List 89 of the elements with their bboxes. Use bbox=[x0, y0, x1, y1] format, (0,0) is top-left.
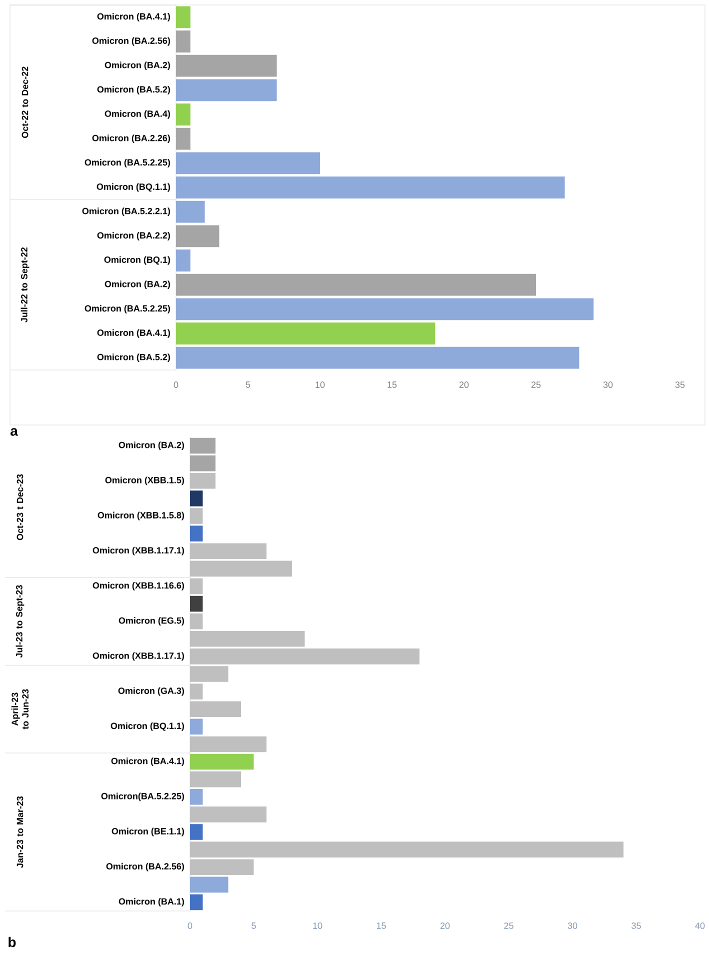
y-tick-label: Omicron (BA.2.56) bbox=[106, 862, 184, 872]
x-tick-label: 35 bbox=[675, 382, 685, 388]
y-tick-label: Omicron (BA.2.26) bbox=[92, 134, 170, 144]
y-tick-label: Omicron (BA.5.2) bbox=[97, 354, 170, 362]
bar bbox=[176, 6, 190, 28]
y-tick-label: Omicron(BA.5.2.25) bbox=[101, 792, 184, 802]
y-tick-label: Omicron (BA.4.1) bbox=[97, 12, 170, 22]
y-tick-label: Omicron (BE.1.1) bbox=[112, 828, 184, 836]
y-tick-label: Omicron (XBB.1.17.1) bbox=[92, 652, 184, 661]
bar bbox=[176, 104, 190, 126]
bar bbox=[190, 824, 203, 840]
bar bbox=[190, 508, 203, 524]
bar bbox=[190, 806, 266, 822]
text: b bbox=[8, 936, 16, 948]
y-tick-label: Omicron (EG.5) bbox=[118, 617, 184, 626]
x-tick-label: 0 bbox=[174, 382, 178, 388]
y-tick-label: Omicron (BQ.1.1) bbox=[110, 722, 184, 731]
bar bbox=[176, 322, 436, 344]
bar bbox=[176, 79, 277, 102]
y-tick-label: Omicron (BQ.1) bbox=[104, 256, 170, 265]
bar bbox=[190, 543, 266, 560]
text: Jull-22 to Sept-22 bbox=[20, 247, 30, 322]
x-tick-label: 30 bbox=[603, 382, 613, 388]
bar bbox=[190, 718, 203, 735]
bar bbox=[190, 876, 228, 893]
x-tick-label: 20 bbox=[440, 922, 450, 929]
text: Oct-23 t Dec-23 bbox=[16, 474, 24, 540]
x-tick-label: 0 bbox=[188, 922, 192, 929]
bar bbox=[190, 596, 203, 612]
y-tick-label: Omicron (BA.2.56) bbox=[92, 37, 170, 46]
y-tick-label: Omicron (BA.4.1) bbox=[111, 758, 184, 766]
x-tick-label: 5 bbox=[252, 922, 256, 929]
y-tick-label: Omicron (GA.3) bbox=[118, 687, 184, 696]
bar bbox=[176, 176, 565, 198]
bar bbox=[176, 54, 277, 77]
text: a bbox=[10, 428, 18, 436]
y-tick-label: Omicron (BA.5.2.2.1) bbox=[82, 208, 170, 216]
y-tick-label: Omicron (BQ.1.1) bbox=[96, 183, 170, 192]
bar bbox=[190, 438, 216, 454]
y-tick-label: Omicron (BA.4.1) bbox=[97, 329, 170, 338]
text: April-23 to Jun-23 bbox=[11, 689, 29, 730]
bar bbox=[190, 894, 203, 910]
bar bbox=[176, 200, 205, 223]
bar bbox=[190, 560, 292, 577]
x-tick-label: 20 bbox=[459, 382, 469, 388]
y-tick-label: Omicron (BA.1) bbox=[118, 898, 184, 906]
x-tick-label: 15 bbox=[388, 382, 397, 388]
bar bbox=[176, 346, 580, 369]
x-tick-label: 15 bbox=[376, 922, 386, 929]
y-tick-label: Omicron (BA.5.2.25) bbox=[84, 158, 170, 168]
y-tick-label: Omicron (XBB.1.5.8) bbox=[98, 512, 184, 520]
bar bbox=[190, 754, 254, 770]
bar bbox=[176, 250, 190, 272]
bar bbox=[190, 788, 203, 805]
y-tick-label: Omicron (XBB.1.17.1) bbox=[92, 546, 184, 556]
bar bbox=[190, 613, 203, 630]
bar bbox=[190, 771, 241, 788]
bar bbox=[190, 736, 266, 752]
x-tick-label: 35 bbox=[632, 922, 641, 929]
x-tick-label: 5 bbox=[246, 382, 250, 388]
y-tick-label: Omicron (BA.2) bbox=[104, 280, 170, 290]
bar bbox=[190, 490, 203, 506]
bar bbox=[190, 578, 203, 594]
bar bbox=[176, 225, 220, 248]
y-tick-label: Omicron (XBB.1.5) bbox=[105, 476, 184, 486]
y-tick-label: Omicron (XBB.1.16.6) bbox=[92, 582, 184, 590]
bar bbox=[176, 152, 320, 174]
bar bbox=[176, 30, 190, 52]
bar bbox=[190, 526, 203, 542]
y-tick-label: Omicron (BA.2) bbox=[104, 62, 170, 70]
y-tick-label: Omicron (BA.5.2.25) bbox=[84, 304, 170, 314]
x-tick-label: 10 bbox=[316, 382, 325, 388]
bar bbox=[176, 274, 536, 296]
text: Jul-23 to Sept-23 bbox=[16, 585, 24, 658]
x-tick-label: 25 bbox=[531, 382, 541, 388]
x-tick-label: 30 bbox=[568, 922, 578, 929]
bar bbox=[190, 455, 216, 472]
y-tick-label: Omicron (BA.5.2) bbox=[97, 86, 170, 94]
text: Jan-23 to Mar-23 bbox=[16, 796, 24, 868]
text: Oct-22 to Dec-22 bbox=[22, 66, 28, 138]
x-tick-label: 25 bbox=[504, 922, 514, 929]
y-tick-label: Omicron (BA.4) bbox=[104, 110, 170, 119]
y-tick-label: Omicron (BA.2.2) bbox=[97, 232, 170, 240]
bar bbox=[176, 298, 594, 320]
bar bbox=[190, 472, 216, 489]
x-tick-label: 10 bbox=[313, 922, 322, 929]
x-tick-label: 40 bbox=[695, 922, 705, 929]
y-tick-label: Omicron (BA.2) bbox=[118, 442, 184, 450]
bar bbox=[176, 128, 190, 150]
